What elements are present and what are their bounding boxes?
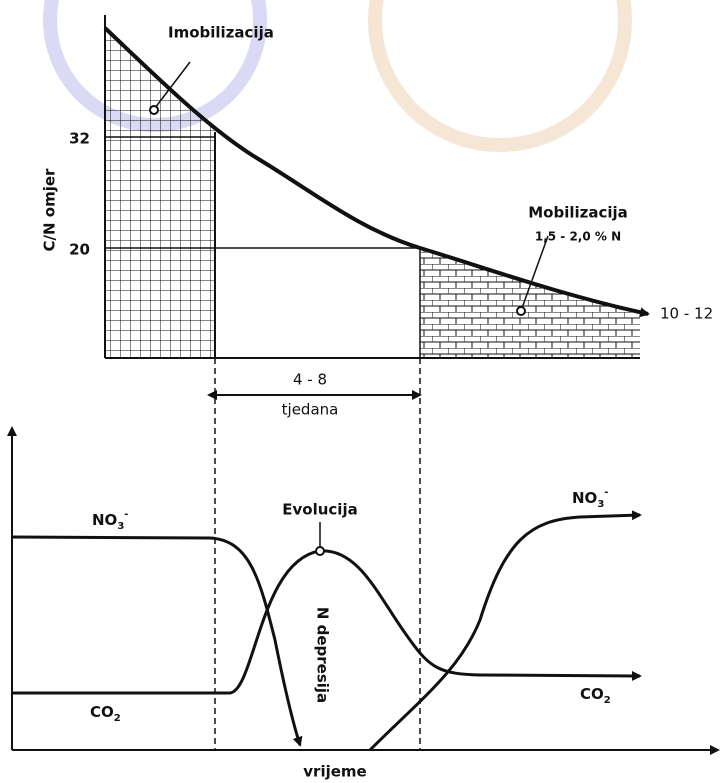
label: 1,5 - 2,0 % N [535, 230, 621, 244]
axis-label: C/N omjer [41, 168, 59, 252]
co2-label: CO2 [90, 703, 121, 725]
label: Evolucija [282, 501, 357, 519]
label: Mobilizacija [528, 204, 628, 222]
text: - [604, 487, 608, 498]
text: CO [90, 703, 114, 721]
bottom-chart [6, 358, 720, 755]
label: N depresija [314, 607, 332, 703]
no3-label: NO3- [92, 509, 128, 532]
text: - [124, 509, 128, 520]
text: 2 [604, 695, 611, 706]
no3-label: NO3- [572, 487, 608, 510]
label: Imobilizacija [168, 24, 274, 42]
text: CO [580, 685, 604, 703]
text: NO [572, 489, 597, 507]
tick-label: 32 [69, 130, 90, 148]
text: 2 [114, 713, 121, 724]
tick-label: 20 [69, 241, 90, 259]
label: 4 - 8 [293, 371, 327, 389]
label: tjedana [282, 401, 339, 419]
text: NO [92, 511, 117, 529]
text: 3 [597, 499, 604, 510]
co2-label: CO2 [580, 685, 611, 707]
label: 10 - 12 [660, 305, 713, 323]
text: 3 [117, 521, 124, 532]
axis-label: vrijeme [303, 763, 366, 781]
